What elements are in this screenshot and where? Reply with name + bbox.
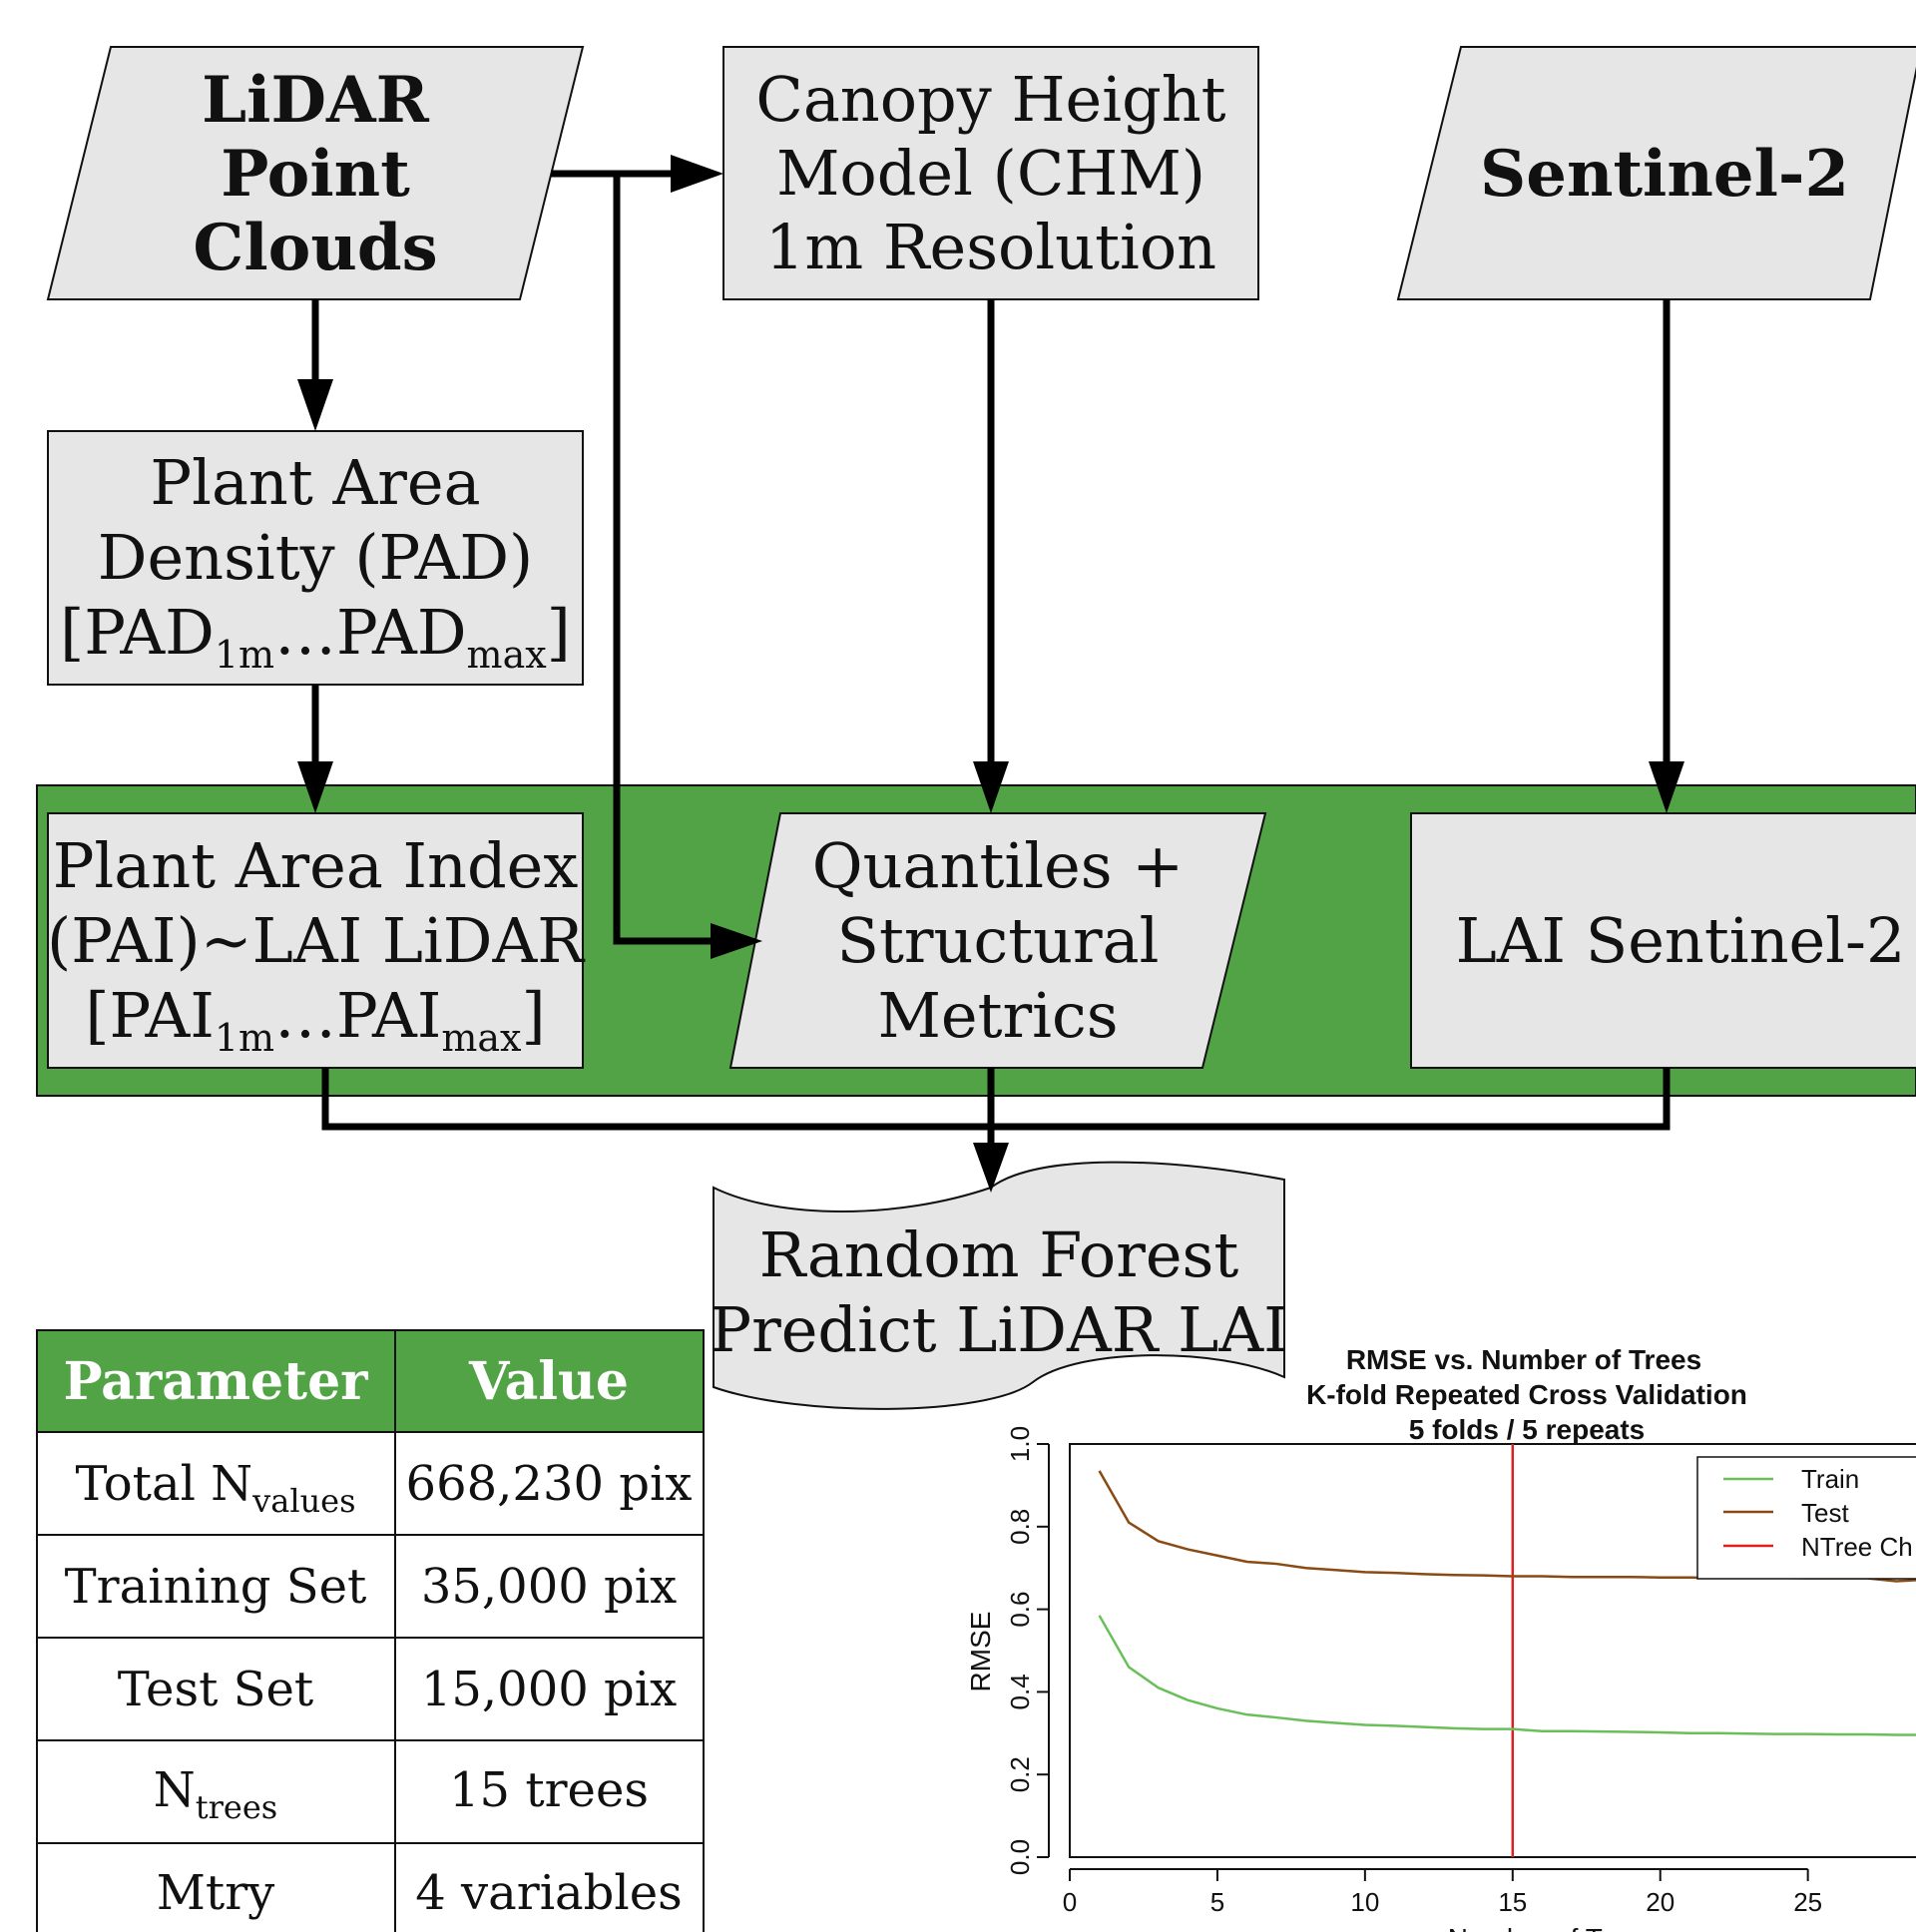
x-axis: 0 5 10 15 20 25 <box>1063 1868 1822 1917</box>
lai-sentinel-2-node <box>1410 812 1916 1069</box>
y-tick-label: 0.8 <box>1005 1509 1035 1545</box>
chm-node-line-1: Canopy Height <box>755 63 1225 136</box>
y-tick-label: 1.0 <box>1005 1426 1035 1462</box>
table-cell-value: 35,000 pix <box>421 1559 677 1615</box>
y-tick-label: 0.2 <box>1005 1756 1035 1792</box>
arrowhead-pad <box>297 379 333 431</box>
arrowhead-pai <box>297 761 333 813</box>
canopy-height-model-node <box>722 46 1259 300</box>
legend-entry-ntree: NTree Ch <box>1801 1532 1913 1562</box>
legend-box <box>1696 1456 1916 1580</box>
arrowheads <box>297 155 1684 1193</box>
arrowhead-quantiles-top <box>973 761 1009 813</box>
table-row: Total Nvalues 668,230 pix <box>75 1456 692 1520</box>
table-row: Mtry 4 variables <box>157 1865 683 1921</box>
table-cell-value: 668,230 pix <box>406 1456 693 1512</box>
chart-title-line-3: 5 folds / 5 repeats <box>1409 1414 1646 1445</box>
lidar-node-line-3: Clouds <box>193 211 437 285</box>
legend-entry-test: Test <box>1801 1498 1849 1528</box>
random-forest-node <box>713 1161 1285 1410</box>
rf-node-line-2: Predict LiDAR LAI <box>710 1293 1287 1366</box>
rf-node-line-1: Random Forest <box>759 1218 1239 1291</box>
y-axis-label: RMSE <box>965 1612 996 1692</box>
pai-node-line-1: Plant Area Index <box>53 829 579 902</box>
connectors <box>311 170 1671 1151</box>
x-tick-label: 25 <box>1793 1887 1822 1917</box>
sentinel-node-label: Sentinel-2 <box>1480 137 1849 212</box>
table-cell-value: 4 variables <box>415 1865 683 1921</box>
quantiles-structural-metrics-node <box>728 812 1267 1069</box>
quantiles-node-line-3: Metrics <box>877 979 1118 1052</box>
chart-title-line-2: K-fold Repeated Cross Validation <box>1306 1379 1747 1410</box>
arrowhead-rf <box>973 1143 1009 1193</box>
pad-node-line-1: Plant Area <box>150 446 480 519</box>
rmse-chart: RMSE vs. Number of Trees K-fold Repeated… <box>965 1344 1916 1932</box>
y-tick-label: 0.6 <box>1005 1592 1035 1628</box>
arrowhead-chm <box>671 155 723 193</box>
table-cell-param: Mtry <box>157 1865 275 1921</box>
x-tick-label: 10 <box>1350 1887 1379 1917</box>
arrowhead-lai <box>1649 761 1684 813</box>
quantiles-node-line-2: Structural <box>837 904 1160 977</box>
table-cell-param: Total Nvalues <box>75 1456 355 1520</box>
chart-legend: Train Test NTree Ch <box>1696 1456 1916 1580</box>
merge-connector <box>321 1068 1671 1131</box>
table-row: Ntrees 15 trees <box>154 1762 649 1826</box>
table-header-background <box>37 1330 704 1432</box>
pad-node-line-2: Density (PAD) <box>98 521 534 594</box>
plot-area-frame <box>1069 1443 1916 1858</box>
table-row: Test Set 15,000 pix <box>118 1662 677 1717</box>
y-tick-label: 0.0 <box>1005 1839 1035 1875</box>
table-cell-param: Ntrees <box>154 1762 277 1826</box>
table-row: Training Set 35,000 pix <box>65 1559 678 1615</box>
table-grid <box>36 1329 705 1932</box>
sentinel-2-node <box>1396 46 1916 300</box>
chm-node-line-2: Model (CHM) <box>776 137 1205 210</box>
x-tick-label: 20 <box>1646 1887 1675 1917</box>
table-header-value: Value <box>468 1351 629 1412</box>
plant-area-index-node <box>47 812 584 1069</box>
lidar-node-line-1: LiDAR <box>202 63 429 138</box>
plant-area-density-node <box>47 430 584 686</box>
y-tick-label: 0.4 <box>1005 1674 1035 1709</box>
quantiles-node-line-1: Quantiles + <box>812 829 1184 902</box>
x-axis-label: Number of Trees <box>1448 1923 1657 1932</box>
chm-node-line-3: 1m Resolution <box>765 211 1216 283</box>
lidar-point-clouds-node <box>46 46 585 300</box>
lidar-to-quantiles-connector <box>613 174 718 945</box>
series-train-line <box>1098 1615 1916 1736</box>
lai-sentinel-label: LAI Sentinel-2 <box>1456 904 1906 977</box>
arrowhead-quantiles-side <box>711 923 762 959</box>
pai-node-formula: [PAI1m…PAImax] <box>85 979 545 1060</box>
legend-entry-train: Train <box>1801 1464 1859 1494</box>
table-cell-value: 15,000 pix <box>421 1662 677 1717</box>
chart-title-line-1: RMSE vs. Number of Trees <box>1346 1344 1701 1375</box>
lidar-node-line-2: Point <box>221 137 410 212</box>
x-tick-label: 0 <box>1063 1887 1077 1917</box>
pai-node-line-2: (PAI)~LAI LiDAR <box>47 904 586 977</box>
x-tick-label: 15 <box>1498 1887 1527 1917</box>
table-cell-value: 15 trees <box>449 1762 649 1818</box>
table-header-parameter: Parameter <box>63 1351 368 1412</box>
x-tick-label: 5 <box>1210 1887 1224 1917</box>
pad-node-formula: [PAD1m…PADmax] <box>60 596 571 677</box>
table-cell-param: Test Set <box>118 1662 313 1717</box>
table-cell-param: Training Set <box>65 1559 367 1615</box>
y-axis: 0.0 0.2 0.4 0.6 0.8 1.0 <box>1005 1426 1050 1875</box>
parameter-table: Parameter Value Total Nvalues 668,230 pi… <box>36 1329 705 1932</box>
